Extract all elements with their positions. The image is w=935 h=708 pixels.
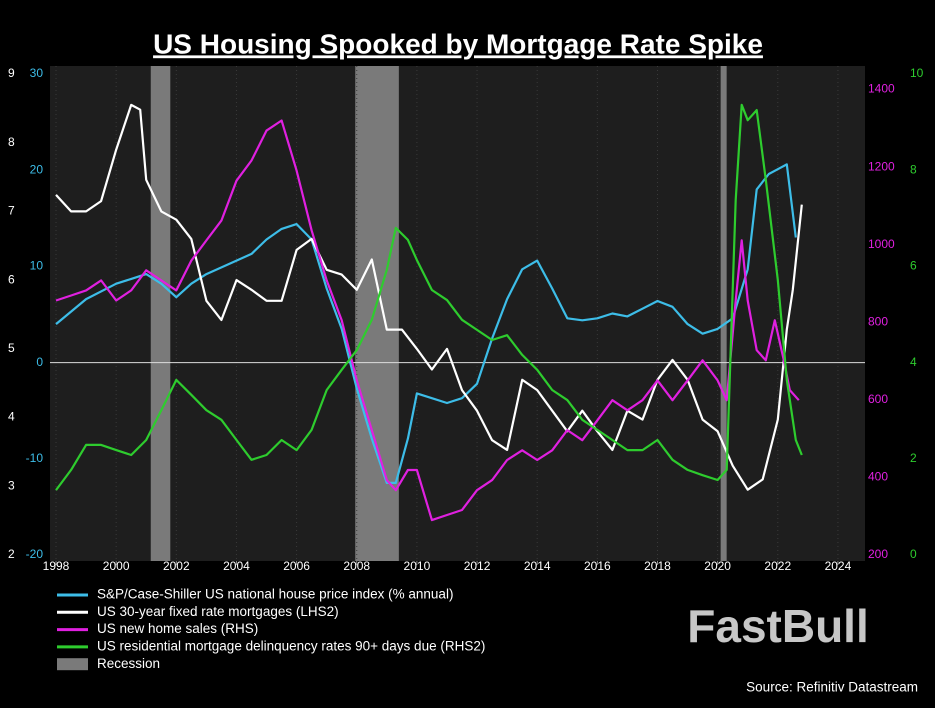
- y4-tick-label: 4: [910, 355, 917, 369]
- x-tick-label: 2006: [283, 559, 310, 573]
- y2-tick-label: 9: [8, 66, 15, 80]
- y2-tick-label: 6: [8, 272, 15, 286]
- y3-tick-label: 1000: [868, 237, 895, 251]
- legend-label: US residential mortgage delinquency rate…: [97, 638, 485, 653]
- y2-tick-label: 7: [8, 204, 15, 218]
- series-line: [55, 163, 797, 484]
- legend-label: US new home sales (RHS): [97, 621, 258, 636]
- x-tick-label: 2018: [644, 559, 671, 573]
- recession-band: [720, 66, 727, 561]
- y4-tick-label: 6: [910, 259, 917, 273]
- x-tick-label: 2024: [825, 559, 852, 573]
- y2-tick-label: 4: [8, 410, 15, 424]
- y3-tick-label: 800: [868, 314, 888, 328]
- y-tick-label: -10: [26, 451, 44, 465]
- x-tick-label: 2002: [163, 559, 190, 573]
- y3-tick-label: 1200: [868, 159, 895, 173]
- y4-tick-label: 2: [910, 451, 917, 465]
- y3-tick-label: 600: [868, 392, 888, 406]
- legend-label: Recession: [97, 656, 160, 671]
- y-tick-label: 20: [30, 162, 44, 176]
- y-tick-label: 30: [30, 66, 44, 80]
- recession-band: [150, 66, 171, 561]
- y2-tick-label: 2: [8, 547, 15, 561]
- legend-label: US 30-year fixed rate mortgages (LHS2): [97, 604, 339, 619]
- x-tick-label: 1998: [43, 559, 70, 573]
- x-tick-label: 2008: [343, 559, 370, 573]
- y3-tick-label: 1400: [868, 82, 895, 96]
- x-tick-label: 2000: [103, 559, 130, 573]
- x-tick-label: 2016: [584, 559, 611, 573]
- x-tick-label: 2012: [464, 559, 491, 573]
- series-line: [55, 103, 803, 491]
- y-tick-label: 0: [36, 355, 43, 369]
- source: Source: Refinitiv Datastream: [746, 680, 918, 695]
- legend-label: S&P/Case-Shiller US national house price…: [97, 587, 453, 602]
- y2-tick-label: 5: [8, 341, 15, 355]
- y4-tick-label: 10: [910, 66, 924, 80]
- y-tick-label: -20: [26, 547, 44, 561]
- y4-tick-label: 0: [910, 547, 917, 561]
- y-tick-label: 10: [30, 259, 44, 273]
- series-line: [55, 103, 803, 491]
- series-line: [55, 119, 800, 522]
- y3-tick-label: 400: [868, 470, 888, 484]
- legend-swatch: [57, 658, 88, 671]
- x-tick-label: 2022: [764, 559, 791, 573]
- x-tick-label: 2004: [223, 559, 250, 573]
- y2-tick-label: 8: [8, 135, 15, 149]
- y3-tick-label: 200: [868, 547, 888, 561]
- x-tick-label: 2014: [524, 559, 551, 573]
- y2-tick-label: 3: [8, 478, 15, 492]
- recession-band: [355, 66, 399, 561]
- x-tick-label: 2010: [404, 559, 431, 573]
- chart-title: US Housing Spooked by Mortgage Rate Spik…: [153, 28, 763, 59]
- x-tick-label: 2020: [704, 559, 731, 573]
- y4-tick-label: 8: [910, 162, 917, 176]
- watermark: FastBull: [687, 600, 868, 652]
